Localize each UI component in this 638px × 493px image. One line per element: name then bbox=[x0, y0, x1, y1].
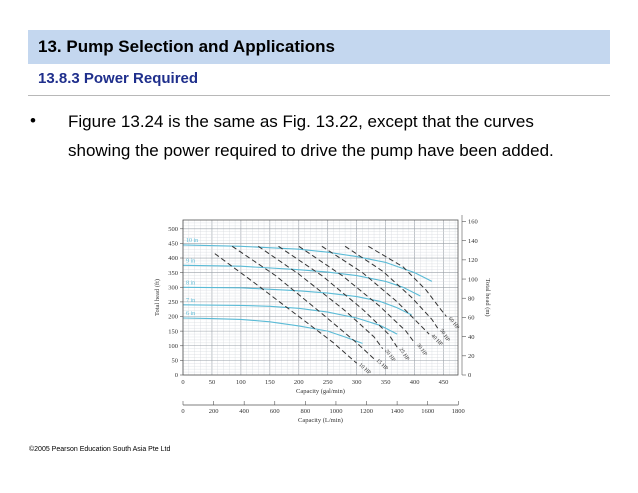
impeller-curve-label: 6 in bbox=[186, 311, 195, 317]
y-right-tick-label: 0 bbox=[468, 372, 471, 379]
y-left-tick-label: 0 bbox=[175, 372, 178, 379]
power-curve bbox=[368, 245, 447, 317]
x-tick-label: 150 bbox=[265, 379, 275, 386]
power-curve bbox=[231, 245, 375, 360]
plot-frame bbox=[182, 219, 459, 376]
x2-tick-label: 0 bbox=[181, 408, 184, 415]
y-left-tick-label: 500 bbox=[168, 226, 178, 233]
x2-tick-label: 400 bbox=[239, 408, 249, 415]
x-tick-label: 50 bbox=[209, 379, 216, 386]
y-right-tick-label: 60 bbox=[468, 315, 475, 322]
y-left-tick-label: 350 bbox=[168, 270, 178, 277]
x-tick-label: 250 bbox=[323, 379, 333, 386]
power-curve bbox=[344, 245, 439, 329]
y-left-tick-label: 100 bbox=[168, 343, 178, 350]
y-right-tick-label: 40 bbox=[468, 334, 475, 341]
y-right-tick-label: 80 bbox=[468, 295, 475, 302]
x-tick-label: 200 bbox=[294, 379, 304, 386]
impeller-curve bbox=[182, 286, 412, 316]
y-right-axis-label: Total head (m) bbox=[484, 278, 491, 316]
x-tick-label: 450 bbox=[439, 379, 449, 386]
slide-title: 13. Pump Selection and Applications bbox=[38, 37, 335, 56]
y-left-tick-label: 150 bbox=[168, 328, 178, 335]
power-curve bbox=[278, 245, 398, 348]
chart-curves bbox=[182, 244, 447, 364]
x2-tick-label: 1000 bbox=[329, 408, 342, 415]
impeller-curve bbox=[182, 317, 363, 344]
impeller-curve-label: 10 in bbox=[186, 238, 198, 244]
impeller-curve bbox=[182, 244, 433, 282]
y-left-axis-label: Total head (ft) bbox=[154, 279, 161, 316]
x2-tick-label: 200 bbox=[209, 408, 219, 415]
y-left-tick-label: 450 bbox=[168, 241, 178, 248]
y-right-tick-label: 120 bbox=[468, 257, 478, 264]
x2-tick-label: 1200 bbox=[360, 408, 373, 415]
x-tick-label: 300 bbox=[352, 379, 362, 386]
impeller-curve-label: 8 in bbox=[186, 280, 195, 286]
x2-tick-label: 1400 bbox=[391, 408, 404, 415]
y-left-tick-label: 300 bbox=[168, 284, 178, 291]
chart-axes bbox=[180, 215, 466, 406]
x2-tick-label: 600 bbox=[270, 408, 280, 415]
x2-tick-label: 1600 bbox=[421, 408, 434, 415]
y-right-tick-label: 140 bbox=[468, 238, 478, 245]
x-tick-label: 0 bbox=[181, 379, 184, 386]
section-title: 13.8.3 Power Required bbox=[38, 70, 199, 87]
impeller-curve-label: 9 in bbox=[186, 258, 195, 264]
y-left-tick-label: 200 bbox=[168, 314, 178, 321]
x-tick-label: 350 bbox=[381, 379, 391, 386]
x-tick-label: 100 bbox=[236, 379, 246, 386]
power-curve bbox=[321, 245, 430, 335]
y-left-tick-label: 400 bbox=[168, 255, 178, 262]
slide-header-band bbox=[28, 30, 610, 64]
y-left-tick-label: 250 bbox=[168, 299, 178, 306]
copyright-footer: ©2005 Pearson Education South Asia Pte L… bbox=[29, 446, 171, 453]
impeller-curve-label: 7 in bbox=[186, 298, 195, 304]
bullet-text: Figure 13.24 is the same as Fig. 13.22, … bbox=[68, 112, 554, 160]
y-right-tick-label: 160 bbox=[468, 219, 478, 226]
y-right-tick-label: 100 bbox=[468, 276, 478, 283]
power-curve bbox=[298, 245, 416, 344]
y-left-tick-label: 50 bbox=[172, 358, 179, 365]
chart-grid bbox=[182, 219, 458, 376]
x2-tick-label: 800 bbox=[300, 408, 310, 415]
impeller-curve bbox=[182, 304, 398, 335]
y-right-tick-label: 20 bbox=[468, 353, 475, 360]
x2-axis-label: Capacity (L/min) bbox=[298, 417, 343, 424]
x2-tick-label: 1800 bbox=[452, 408, 465, 415]
section-divider bbox=[28, 95, 610, 96]
power-curve bbox=[214, 253, 358, 364]
power-curve bbox=[258, 245, 384, 349]
x-tick-label: 400 bbox=[410, 379, 420, 386]
x-axis-label: Capacity (gal/min) bbox=[296, 388, 345, 395]
bullet-mark: • bbox=[30, 111, 36, 130]
